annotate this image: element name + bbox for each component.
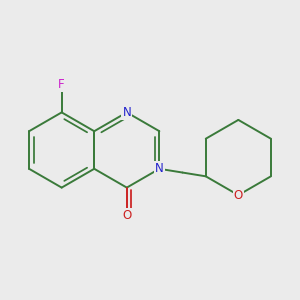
Text: N: N: [155, 162, 164, 175]
Text: O: O: [122, 209, 131, 222]
Text: O: O: [234, 189, 243, 202]
Text: N: N: [122, 106, 131, 119]
Text: F: F: [58, 78, 65, 91]
